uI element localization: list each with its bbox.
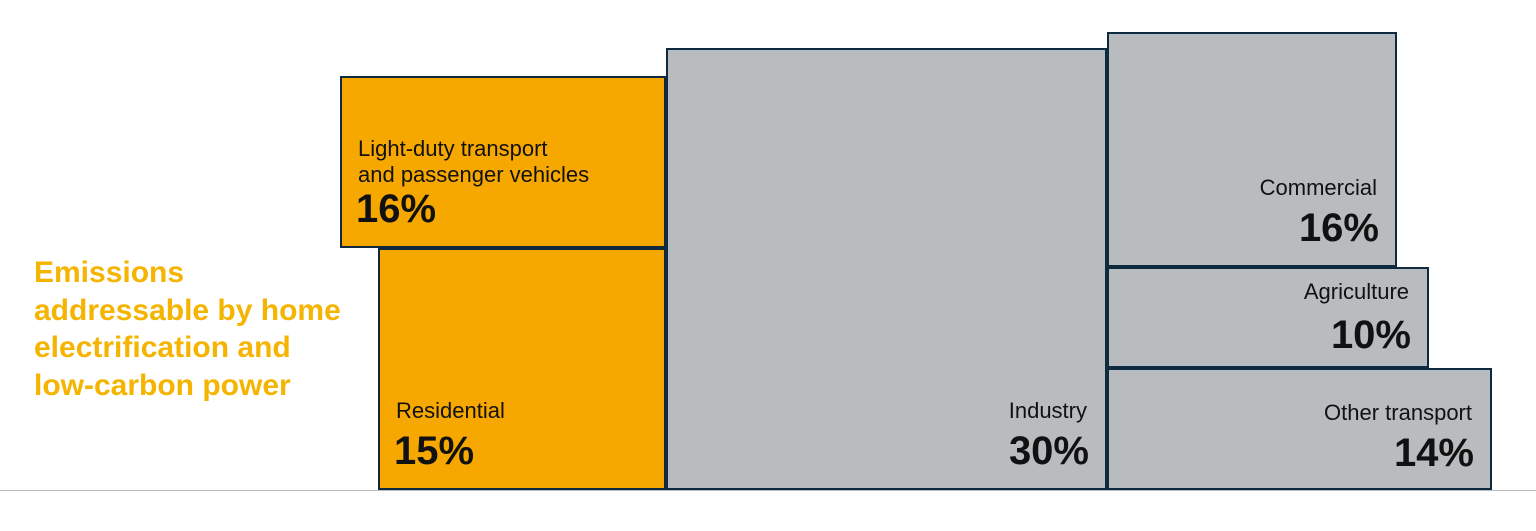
block-label: Commercial [1260,175,1377,201]
block-label: Agriculture [1304,279,1409,305]
block-other-transport: Other transport 14% [1107,368,1492,490]
block-light-duty: Light-duty transport and passenger vehic… [340,76,666,248]
block-percent: 15% [394,429,474,474]
side-annotation: Emissions addressable by home electrific… [34,254,354,404]
block-percent: 16% [1299,206,1379,251]
block-label: Other transport [1324,400,1472,426]
block-agriculture: Agriculture 10% [1107,267,1429,368]
emissions-block-chart: Emissions addressable by home electrific… [0,0,1536,531]
block-label: Residential [396,398,505,424]
block-label: Light-duty transport and passenger vehic… [358,136,589,189]
block-percent: 16% [356,187,436,232]
block-residential: Residential 15% [378,248,666,490]
block-percent: 30% [1009,429,1089,474]
block-commercial: Commercial 16% [1107,32,1397,267]
block-label: Industry [1009,398,1087,424]
block-industry: Industry 30% [666,48,1107,490]
block-percent: 10% [1331,313,1411,358]
block-percent: 14% [1394,431,1474,476]
baseline-rule [0,490,1536,491]
